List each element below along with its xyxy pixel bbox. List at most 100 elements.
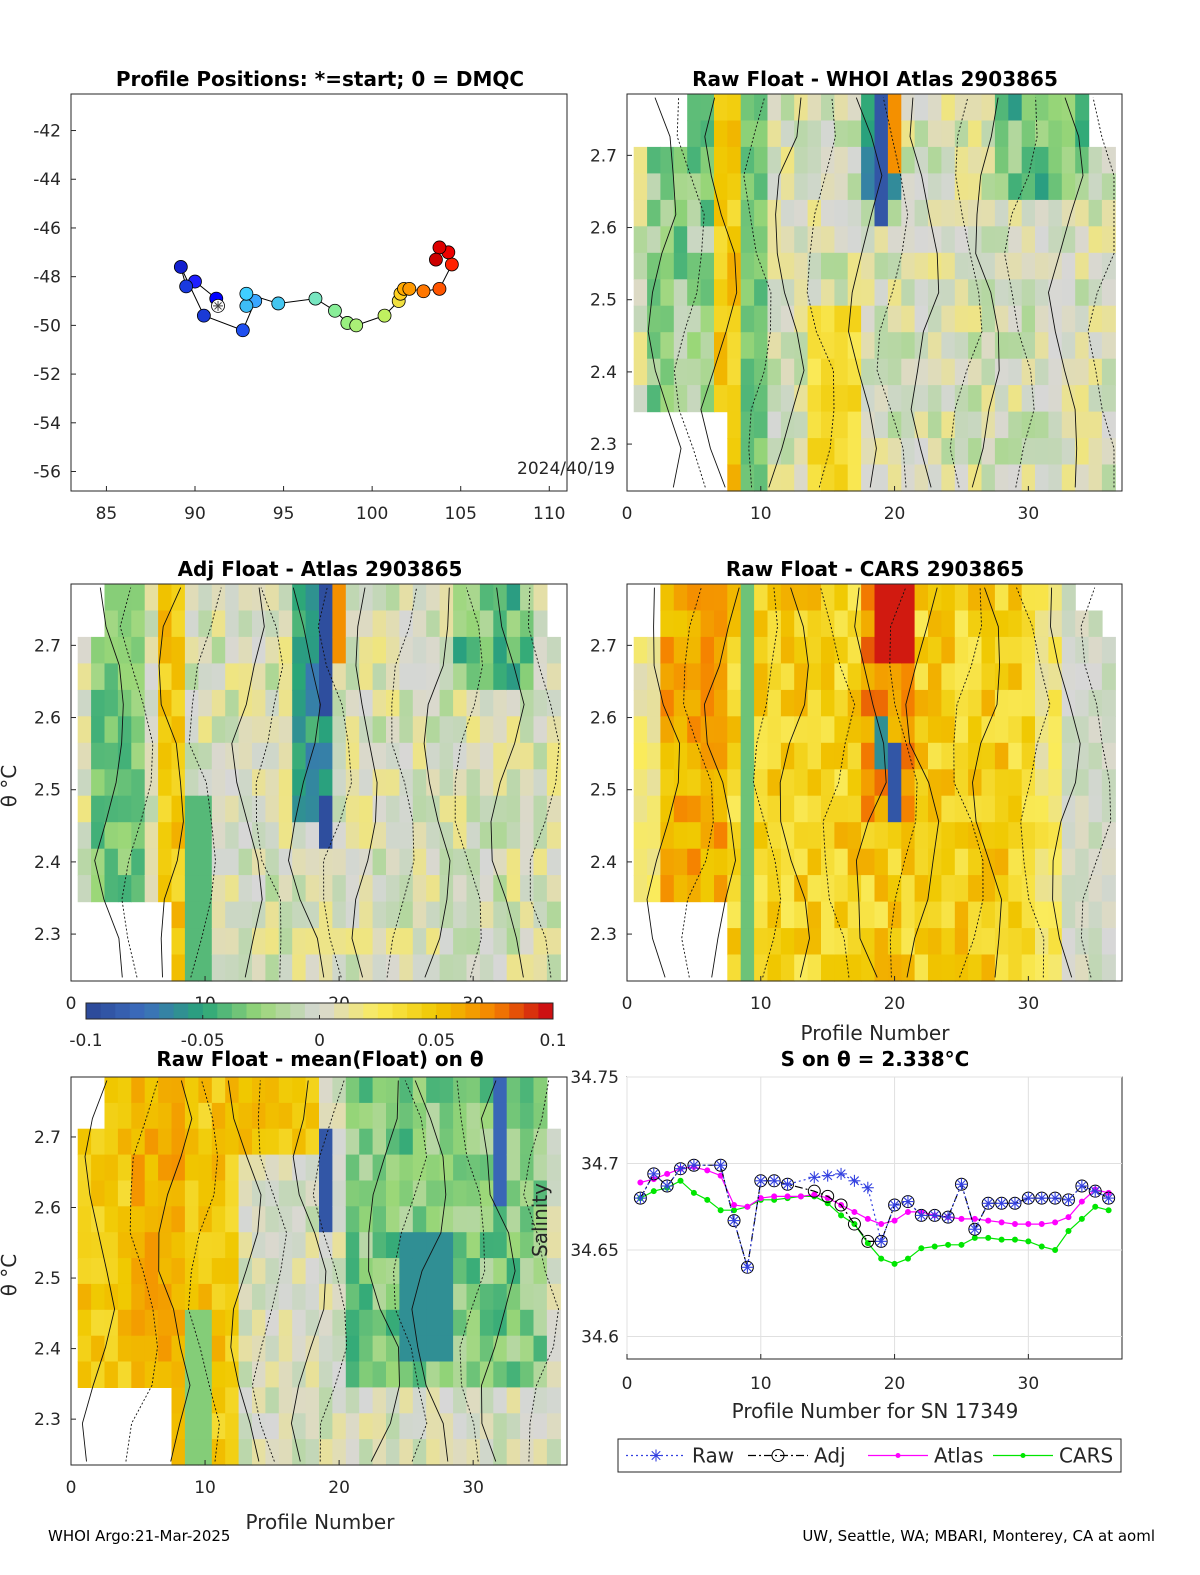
heatmap-cell (506, 1413, 521, 1440)
heatmap-cell (131, 1309, 146, 1337)
heatmap-cell (225, 822, 240, 850)
adj-point (834, 1198, 848, 1212)
heatmap-cell (700, 636, 715, 664)
heatmap-cell (506, 716, 521, 744)
cars-point (1078, 1215, 1085, 1222)
heatmap-cell (506, 928, 521, 956)
heatmap-cell (1008, 716, 1023, 744)
heatmap-cell (740, 464, 755, 492)
heatmap-cell (901, 822, 916, 850)
heatmap-cell (292, 742, 307, 770)
heatmap-cell (533, 1413, 548, 1440)
heatmap-cell (319, 1206, 333, 1233)
heatmap-cell (319, 610, 333, 638)
heatmap-cell (1035, 332, 1049, 360)
heatmap-cell (901, 199, 916, 227)
heatmap-cell (171, 769, 186, 797)
heatmap-cell (887, 716, 902, 744)
colorbar-swatch (407, 1003, 423, 1019)
heatmap-cell (821, 610, 835, 638)
heatmap-cell (506, 610, 521, 638)
heatmap-cell (184, 689, 199, 717)
heatmap-cell (332, 769, 347, 797)
positions-ytick: -44 (33, 170, 61, 190)
heatmap-cell (874, 252, 889, 280)
heatmap-cell (252, 848, 266, 876)
raw-mean-ylabel: θ °C (0, 1254, 21, 1297)
heatmap-cell (386, 1387, 400, 1414)
heatmap-cell (158, 1206, 173, 1233)
heatmap-cell (426, 954, 441, 982)
heatmap-cell (426, 1283, 441, 1311)
raw-atlas-ytick: 2.7 (590, 146, 617, 166)
heatmap-cell (1061, 385, 1076, 413)
heatmap-cell (1088, 226, 1103, 254)
heatmap-cell (158, 875, 173, 903)
raw-point (661, 1179, 674, 1192)
heatmap-cell (453, 1439, 468, 1466)
heatmap-cell (861, 795, 876, 823)
heatmap-cell (1088, 411, 1103, 439)
heatmap-cell (981, 464, 996, 492)
heatmap-cell (184, 663, 199, 691)
heatmap-cell (1048, 120, 1063, 148)
heatmap-cell (1008, 822, 1023, 850)
heatmap-cell (727, 385, 742, 413)
heatmap-cell (305, 954, 320, 982)
adj-atlas-panel: Adj Float - Atlas 2903865 θ °C 01020302.… (0, 557, 568, 1014)
heatmap-cell (767, 742, 782, 770)
heatmap-cell (158, 1077, 173, 1104)
heatmap-cell (238, 954, 253, 982)
heatmap-cell (780, 901, 795, 929)
heatmap-cell (171, 716, 186, 744)
raw-point (875, 1235, 888, 1248)
heatmap-cell (372, 742, 387, 770)
heatmap-cell (1035, 464, 1049, 492)
heatmap-cell (131, 822, 146, 850)
heatmap-cell (91, 742, 106, 770)
profile-position-point (196, 308, 211, 323)
heatmap-cell (821, 769, 835, 797)
heatmap-cell (780, 928, 795, 956)
heatmap-cell (546, 822, 561, 850)
atlas-point (851, 1208, 858, 1215)
heatmap-cell (1101, 901, 1116, 929)
heatmap-cell (727, 199, 742, 227)
heatmap-cell (1021, 226, 1036, 254)
heatmap-cell (520, 928, 535, 956)
heatmap-cell (546, 1439, 561, 1466)
heatmap-cell (981, 822, 996, 850)
heatmap-cell (673, 385, 688, 413)
heatmap-cell (821, 742, 835, 770)
heatmap-cell (171, 1283, 186, 1311)
heatmap-cell (968, 358, 983, 386)
heatmap-cell (252, 1335, 266, 1363)
heatmap-cell (211, 584, 226, 612)
atlas-point (1025, 1221, 1032, 1228)
heatmap-cell (861, 742, 876, 770)
heatmap-cell (700, 199, 715, 227)
heatmap-cell (466, 1206, 481, 1233)
heatmap-cell (479, 1283, 494, 1311)
heatmap-cell (861, 226, 876, 254)
heatmap-cell (1008, 584, 1023, 612)
heatmap-cell (305, 848, 320, 876)
heatmap-cell (647, 742, 662, 770)
heatmap-cell (332, 1283, 347, 1311)
heatmap-cell (1061, 636, 1076, 664)
profile-position-point (173, 260, 188, 274)
heatmap-cell (727, 822, 742, 850)
raw-mean-xtick: 0 (66, 1478, 77, 1498)
heatmap-cell (740, 822, 755, 850)
heatmap-cell (144, 848, 159, 876)
heatmap-cell (292, 1309, 307, 1337)
heatmap-cell (1008, 332, 1023, 360)
heatmap-cell (754, 901, 769, 929)
heatmap-cell (954, 822, 969, 850)
raw-atlas-panel: Raw Float - WHOI Atlas 2903865 0 10 20 302.… (590, 67, 1123, 524)
heatmap-cell (754, 226, 769, 254)
heatmap-cell (847, 875, 862, 903)
heatmap-cell (874, 94, 889, 122)
raw-point (1008, 1197, 1021, 1210)
heatmap-cell (1008, 279, 1023, 307)
